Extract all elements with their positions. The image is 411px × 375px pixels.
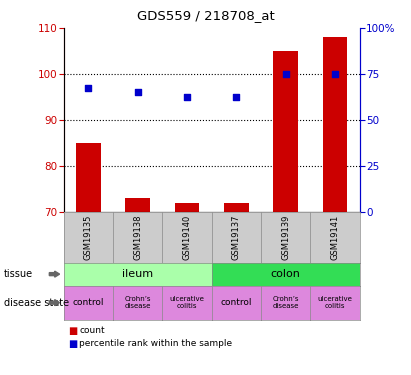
Text: ulcerative
colitis: ulcerative colitis	[170, 296, 204, 309]
Text: tissue: tissue	[4, 269, 33, 279]
Text: GDS559 / 218708_at: GDS559 / 218708_at	[136, 9, 275, 22]
Point	[332, 71, 338, 77]
Text: percentile rank within the sample: percentile rank within the sample	[79, 339, 233, 348]
Point	[134, 90, 141, 96]
Bar	[76, 143, 101, 212]
Bar	[175, 202, 199, 212]
Text: ■: ■	[68, 326, 77, 336]
Text: GSM19140: GSM19140	[182, 214, 192, 260]
Text: count: count	[79, 326, 105, 335]
Text: Crohn’s
disease: Crohn’s disease	[125, 296, 151, 309]
Bar	[125, 198, 150, 212]
Text: colon: colon	[271, 269, 300, 279]
Text: GSM19135: GSM19135	[84, 214, 93, 260]
Text: GSM19137: GSM19137	[232, 214, 241, 260]
Text: control: control	[73, 298, 104, 307]
Text: GSM19139: GSM19139	[281, 214, 290, 260]
Text: ulcerative
colitis: ulcerative colitis	[318, 296, 352, 309]
Point	[282, 71, 289, 77]
Bar	[224, 202, 249, 212]
Text: GSM19141: GSM19141	[330, 214, 339, 260]
Text: disease state: disease state	[4, 298, 69, 307]
Bar	[273, 51, 298, 212]
Text: GSM19138: GSM19138	[133, 214, 142, 260]
Text: Crohn’s
disease: Crohn’s disease	[272, 296, 299, 309]
Point	[184, 94, 190, 100]
Text: control: control	[221, 298, 252, 307]
Point	[85, 85, 92, 91]
Text: ■: ■	[68, 339, 77, 349]
Bar	[323, 38, 347, 212]
Point	[233, 94, 240, 100]
Text: ileum: ileum	[122, 269, 153, 279]
